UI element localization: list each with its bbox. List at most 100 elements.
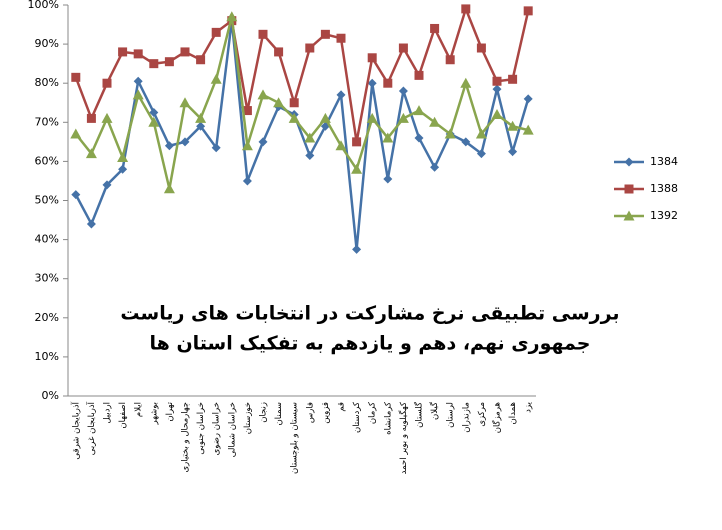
marker (132, 89, 144, 100)
marker (164, 141, 174, 151)
marker (118, 164, 128, 174)
marker (335, 140, 347, 151)
x-tick-label: خوزستان (243, 402, 253, 434)
marker (523, 6, 533, 16)
legend-marker (624, 157, 634, 167)
marker (522, 124, 534, 135)
x-tick-label: تهران (165, 401, 175, 421)
marker (397, 112, 409, 123)
marker (351, 163, 363, 174)
marker (117, 151, 129, 162)
y-tick-label: 30% (35, 272, 59, 285)
x-tick-label: همدان (508, 402, 518, 424)
marker (257, 89, 269, 100)
marker (133, 49, 143, 59)
marker (367, 78, 377, 88)
series-line (74, 16, 529, 190)
x-tick-label: اصفهان (118, 402, 128, 429)
marker (382, 132, 394, 143)
x-tick-label: کرمان (368, 401, 378, 424)
marker (398, 43, 408, 53)
y-tick-label: 10% (35, 350, 59, 363)
x-tick-label: اردبیل (103, 402, 113, 424)
y-tick-label: 70% (35, 115, 59, 128)
x-tick-label: ایلام (134, 402, 144, 417)
marker (241, 140, 253, 151)
series-line (74, 5, 530, 143)
marker (507, 120, 519, 131)
marker (429, 116, 441, 127)
marker (70, 128, 82, 139)
marker (367, 53, 377, 63)
marker (102, 180, 112, 190)
y-tick-label: 100% (28, 0, 59, 11)
marker (288, 112, 300, 123)
marker (289, 98, 299, 108)
marker (336, 90, 346, 100)
x-tick-label: آذربایجان غربی (85, 401, 97, 455)
marker (149, 108, 159, 118)
x-tick-label: خراسان جنوبی (196, 402, 206, 455)
y-tick-label: 20% (35, 311, 59, 324)
marker (71, 72, 81, 82)
marker (305, 151, 315, 161)
marker (273, 97, 285, 108)
chart-title: جمهوری نهم، دهم و یازدهم به تفکیک استان … (150, 333, 591, 355)
marker (320, 29, 330, 39)
marker (492, 84, 502, 94)
marker (492, 76, 502, 86)
marker (210, 73, 222, 84)
x-tick-label: مازندران (461, 402, 471, 433)
marker (226, 11, 238, 22)
marker (195, 112, 207, 123)
marker (163, 183, 175, 194)
x-tick-label: مرکزی (477, 402, 487, 427)
marker (242, 106, 252, 116)
x-tick-label: لرستان (446, 402, 456, 428)
marker (414, 133, 424, 143)
marker (383, 78, 393, 88)
x-tick-label: بوشهر (149, 402, 159, 426)
y-tick-label: 90% (35, 37, 59, 50)
x-tick-label: گلستان (414, 401, 425, 428)
x-tick-label: کرمانشاه (383, 401, 393, 435)
marker (86, 113, 96, 123)
marker (196, 55, 206, 65)
marker (211, 27, 221, 37)
marker (508, 147, 518, 157)
y-tick-label: 50% (35, 194, 59, 207)
marker (445, 55, 455, 65)
series-line (74, 20, 530, 250)
y-tick-label: 80% (35, 76, 59, 89)
legend-label: 1388 (650, 182, 678, 195)
legend-label: 1384 (650, 155, 678, 168)
x-tick-label: زنجان (259, 402, 269, 423)
marker (304, 132, 316, 143)
x-tick-label: فارس (305, 402, 315, 423)
x-tick-label: سمنان (274, 402, 284, 425)
marker (149, 59, 159, 69)
marker (476, 43, 486, 53)
marker (352, 137, 362, 147)
y-tick-label: 60% (35, 154, 59, 167)
marker (133, 76, 143, 86)
series-markers (71, 16, 533, 254)
x-tick-label: قزوین (321, 402, 331, 424)
marker (148, 116, 160, 127)
marker (179, 97, 191, 108)
x-tick-label: یزد (524, 401, 534, 412)
x-tick-label: آذربایجان شرقی (69, 401, 81, 459)
marker (258, 29, 268, 39)
legend-label: 1392 (650, 209, 678, 222)
marker (461, 137, 471, 147)
y-tick-label: 40% (35, 233, 59, 246)
marker (86, 219, 96, 229)
marker (460, 77, 472, 88)
x-tick-label: چهارمحال و بختیاری (181, 402, 191, 473)
marker (305, 43, 315, 53)
marker (71, 190, 81, 200)
marker (491, 108, 503, 119)
marker (164, 57, 174, 67)
marker (102, 78, 112, 88)
